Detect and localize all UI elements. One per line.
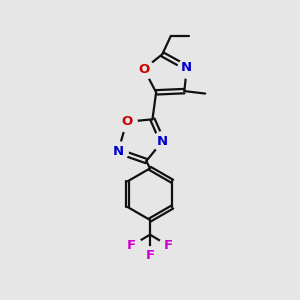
Text: N: N — [157, 135, 168, 148]
Text: F: F — [127, 239, 136, 252]
Text: N: N — [112, 145, 124, 158]
Text: F: F — [164, 239, 173, 252]
Text: O: O — [138, 62, 149, 76]
Text: O: O — [121, 115, 132, 128]
Text: N: N — [181, 61, 192, 74]
Text: F: F — [146, 249, 154, 262]
